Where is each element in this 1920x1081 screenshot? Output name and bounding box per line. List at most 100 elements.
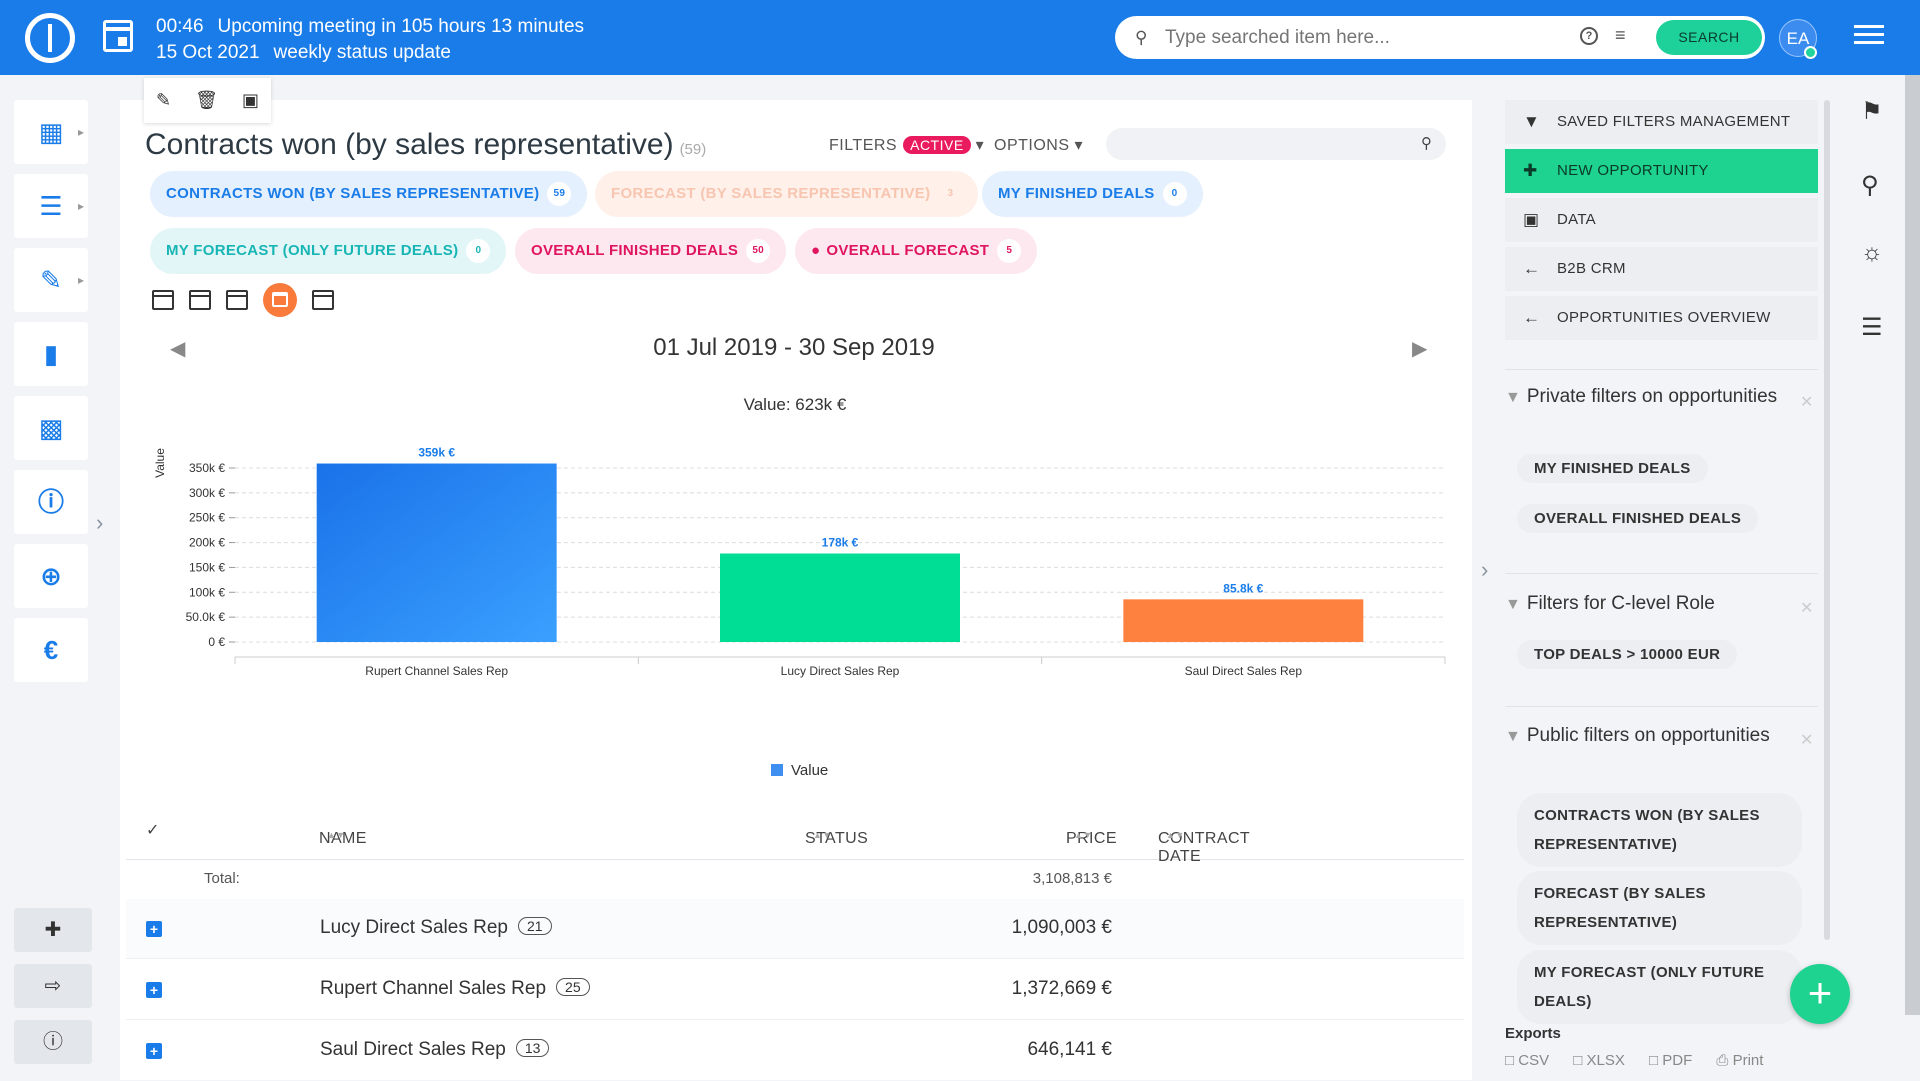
login-icon[interactable]: ⇨ (14, 964, 92, 1008)
options-toggle[interactable]: OPTIONS ▾ (994, 135, 1083, 155)
export-xlsx[interactable]: □ XLSX (1573, 1052, 1625, 1069)
arrow-left-icon: ← (1523, 308, 1541, 327)
saved-filter-top-deals[interactable]: TOP DEALS > 10000 EUR (1517, 640, 1738, 669)
calendar-year-icon[interactable] (312, 290, 334, 310)
data-button[interactable]: ▣ DATA (1505, 198, 1818, 242)
export-csv[interactable]: □ CSV (1505, 1052, 1550, 1069)
top-bar: 00:46 Upcoming meeting in 105 hours 13 mi… (0, 0, 1920, 75)
row-name-text: Rupert Channel Sales Rep (320, 978, 547, 999)
chip-my-forecast[interactable]: MY FORECAST (ONLY FUTURE DEALS) 0 (150, 228, 507, 274)
saved-filters-management-button[interactable]: ▼ SAVED FILTERS MANAGEMENT (1505, 100, 1818, 144)
row-price: 1,090,003 € (1011, 917, 1112, 938)
search-input[interactable] (1165, 24, 1525, 52)
sort-icon: ▲▼ (327, 830, 346, 840)
delete-icon[interactable]: 🗑 (195, 90, 218, 110)
right-panel-scrollbar[interactable] (1824, 100, 1830, 940)
flag-icon[interactable]: ⚑ (1861, 98, 1883, 125)
select-all-check-icon[interactable]: ✓ (146, 822, 160, 839)
dashboard-icon[interactable]: ▦ ▸ (14, 100, 88, 164)
clipboard-icon[interactable]: ✎ ▸ (14, 248, 88, 312)
opportunities-overview-button[interactable]: ← OPPORTUNITIES OVERVIEW (1505, 296, 1818, 340)
y-tick-label: 50.0k € (186, 610, 226, 624)
export-print[interactable]: ⎙ Print (1716, 1052, 1764, 1069)
bar-chart-icon[interactable]: ▮ (14, 322, 88, 386)
search-options-icon[interactable]: ≡ (1615, 25, 1626, 45)
b2b-crm-button[interactable]: ← B2B CRM (1505, 247, 1818, 291)
edit-icon[interactable]: ✎ (156, 90, 172, 110)
table-row[interactable]: + Rupert Channel Sales Rep 25 1,372,669 € (126, 960, 1464, 1020)
search-icon: ⚲ (1135, 28, 1148, 47)
search-button[interactable]: SEARCH (1656, 20, 1762, 55)
euro-icon[interactable]: € (14, 618, 88, 682)
add-user-icon[interactable]: ✚ (14, 908, 92, 952)
expand-plus-icon[interactable]: + (146, 1043, 162, 1059)
previous-period-icon[interactable]: ◀ (170, 338, 186, 360)
checklist-icon[interactable]: ☰ (1861, 314, 1883, 341)
avatar[interactable]: EA (1779, 19, 1817, 57)
button-label: OPPORTUNITIES OVERVIEW (1557, 309, 1771, 326)
hierarchy-icon[interactable]: ☰ ▸ (14, 174, 88, 238)
chip-overall-finished-deals[interactable]: OVERALL FINISHED DEALS 50 (515, 228, 787, 274)
layout-icon[interactable]: ▣ (241, 90, 259, 110)
app-logo[interactable] (25, 13, 75, 63)
table-row[interactable]: + Saul Direct Sales Rep 13 646,141 € (126, 1021, 1464, 1081)
edit-toolbar: ✎ 🗑 ▣ (144, 78, 271, 123)
alarm-add-icon[interactable]: ⊕ (14, 544, 88, 608)
new-opportunity-button[interactable]: ✚ NEW OPPORTUNITY (1505, 149, 1818, 193)
y-tick-label: 0 € (208, 635, 225, 649)
total-label: Total: (204, 870, 240, 887)
button-label: DATA (1557, 211, 1596, 228)
chip-forecast[interactable]: FORECAST (BY SALES REPRESENTATIVE) 3 (595, 171, 979, 217)
alert-icon[interactable]: ⓘ (14, 470, 88, 534)
chip-label: OVERALL FINISHED DEALS (531, 242, 739, 259)
period-selector (152, 283, 334, 317)
calendar-quarter-icon[interactable] (263, 283, 297, 317)
page-scrollbar[interactable] (1905, 75, 1920, 1015)
chip-overall-forecast[interactable]: ● OVERALL FORECAST 5 (795, 228, 1038, 274)
right-icon-column: ⚑ ⚲ ☼ ☰ (1845, 75, 1920, 1080)
chart-legend[interactable]: Value (771, 762, 828, 779)
expand-plus-icon[interactable]: + (146, 982, 162, 998)
lightbulb-icon[interactable]: ☼ (1861, 239, 1883, 266)
saved-filter-my-forecast[interactable]: MY FORECAST (ONLY FUTURE DEALS) (1517, 950, 1802, 1024)
calendar-month-icon[interactable] (226, 290, 248, 310)
expand-sidebar-chevron-icon[interactable]: › (96, 510, 104, 535)
user-search-icon[interactable]: ⚲ (1861, 172, 1879, 199)
export-csv-label: CSV (1518, 1052, 1550, 1069)
expand-plus-icon[interactable]: + (146, 921, 162, 937)
upcoming-meeting[interactable]: 00:46 Upcoming meeting in 105 hours 13 mi… (156, 14, 598, 66)
saved-filter-contracts-won[interactable]: CONTRACTS WON (BY SALES REPRESENTATIVE) (1517, 793, 1802, 867)
bar (316, 463, 557, 642)
help-icon[interactable]: ? (1580, 27, 1598, 45)
calendar-day-icon[interactable] (152, 290, 174, 310)
chip-my-finished-deals[interactable]: MY FINISHED DEALS 0 (982, 171, 1203, 217)
close-icon[interactable]: ✕ (1800, 732, 1814, 749)
calendar-week-icon[interactable] (189, 290, 211, 310)
chip-contracts-won[interactable]: CONTRACTS WON (BY SALES REPRESENTATIVE) 5… (150, 171, 588, 217)
table-row[interactable]: + Lucy Direct Sales Rep 21 1,090,003 € (126, 899, 1464, 959)
info-icon[interactable]: ⓘ (14, 1020, 92, 1064)
next-period-icon[interactable]: ▶ (1412, 338, 1428, 360)
saved-filter-my-finished-deals[interactable]: MY FINISHED DEALS (1517, 454, 1708, 483)
column-chart-icon[interactable]: ▩ (14, 396, 88, 460)
expand-panel-chevron-icon[interactable]: › (1481, 557, 1489, 582)
export-pdf[interactable]: □ PDF (1649, 1052, 1693, 1069)
saved-filter-overall-finished-deals[interactable]: OVERALL FINISHED DEALS (1517, 504, 1759, 533)
panel-search-input[interactable]: ⚲ (1106, 128, 1446, 160)
export-xlsx-label: XLSX (1586, 1052, 1625, 1069)
close-icon[interactable]: ✕ (1800, 600, 1814, 617)
hamburger-menu-icon[interactable] (1854, 25, 1884, 47)
bar-value-label: 178k € (822, 536, 859, 550)
calendar-icon[interactable] (103, 20, 133, 52)
row-name: Rupert Channel Sales Rep 25 (320, 978, 590, 1000)
chip-label: CONTRACTS WON (BY SALES REPRESENTATIVE) (166, 185, 540, 202)
date-range: 01 Jul 2019 - 30 Sep 2019 (653, 334, 935, 361)
add-fab-button[interactable]: + (1790, 964, 1850, 1024)
row-count: 25 (556, 978, 590, 996)
divider (1505, 706, 1818, 707)
row-price: 1,372,669 € (1011, 978, 1112, 999)
saved-filter-forecast[interactable]: FORECAST (BY SALES REPRESENTATIVE) (1517, 871, 1802, 945)
column-name-label: NAME (319, 830, 367, 847)
filters-toggle[interactable]: FILTERS ACTIVE ▾ (829, 135, 984, 155)
close-icon[interactable]: ✕ (1800, 394, 1814, 411)
